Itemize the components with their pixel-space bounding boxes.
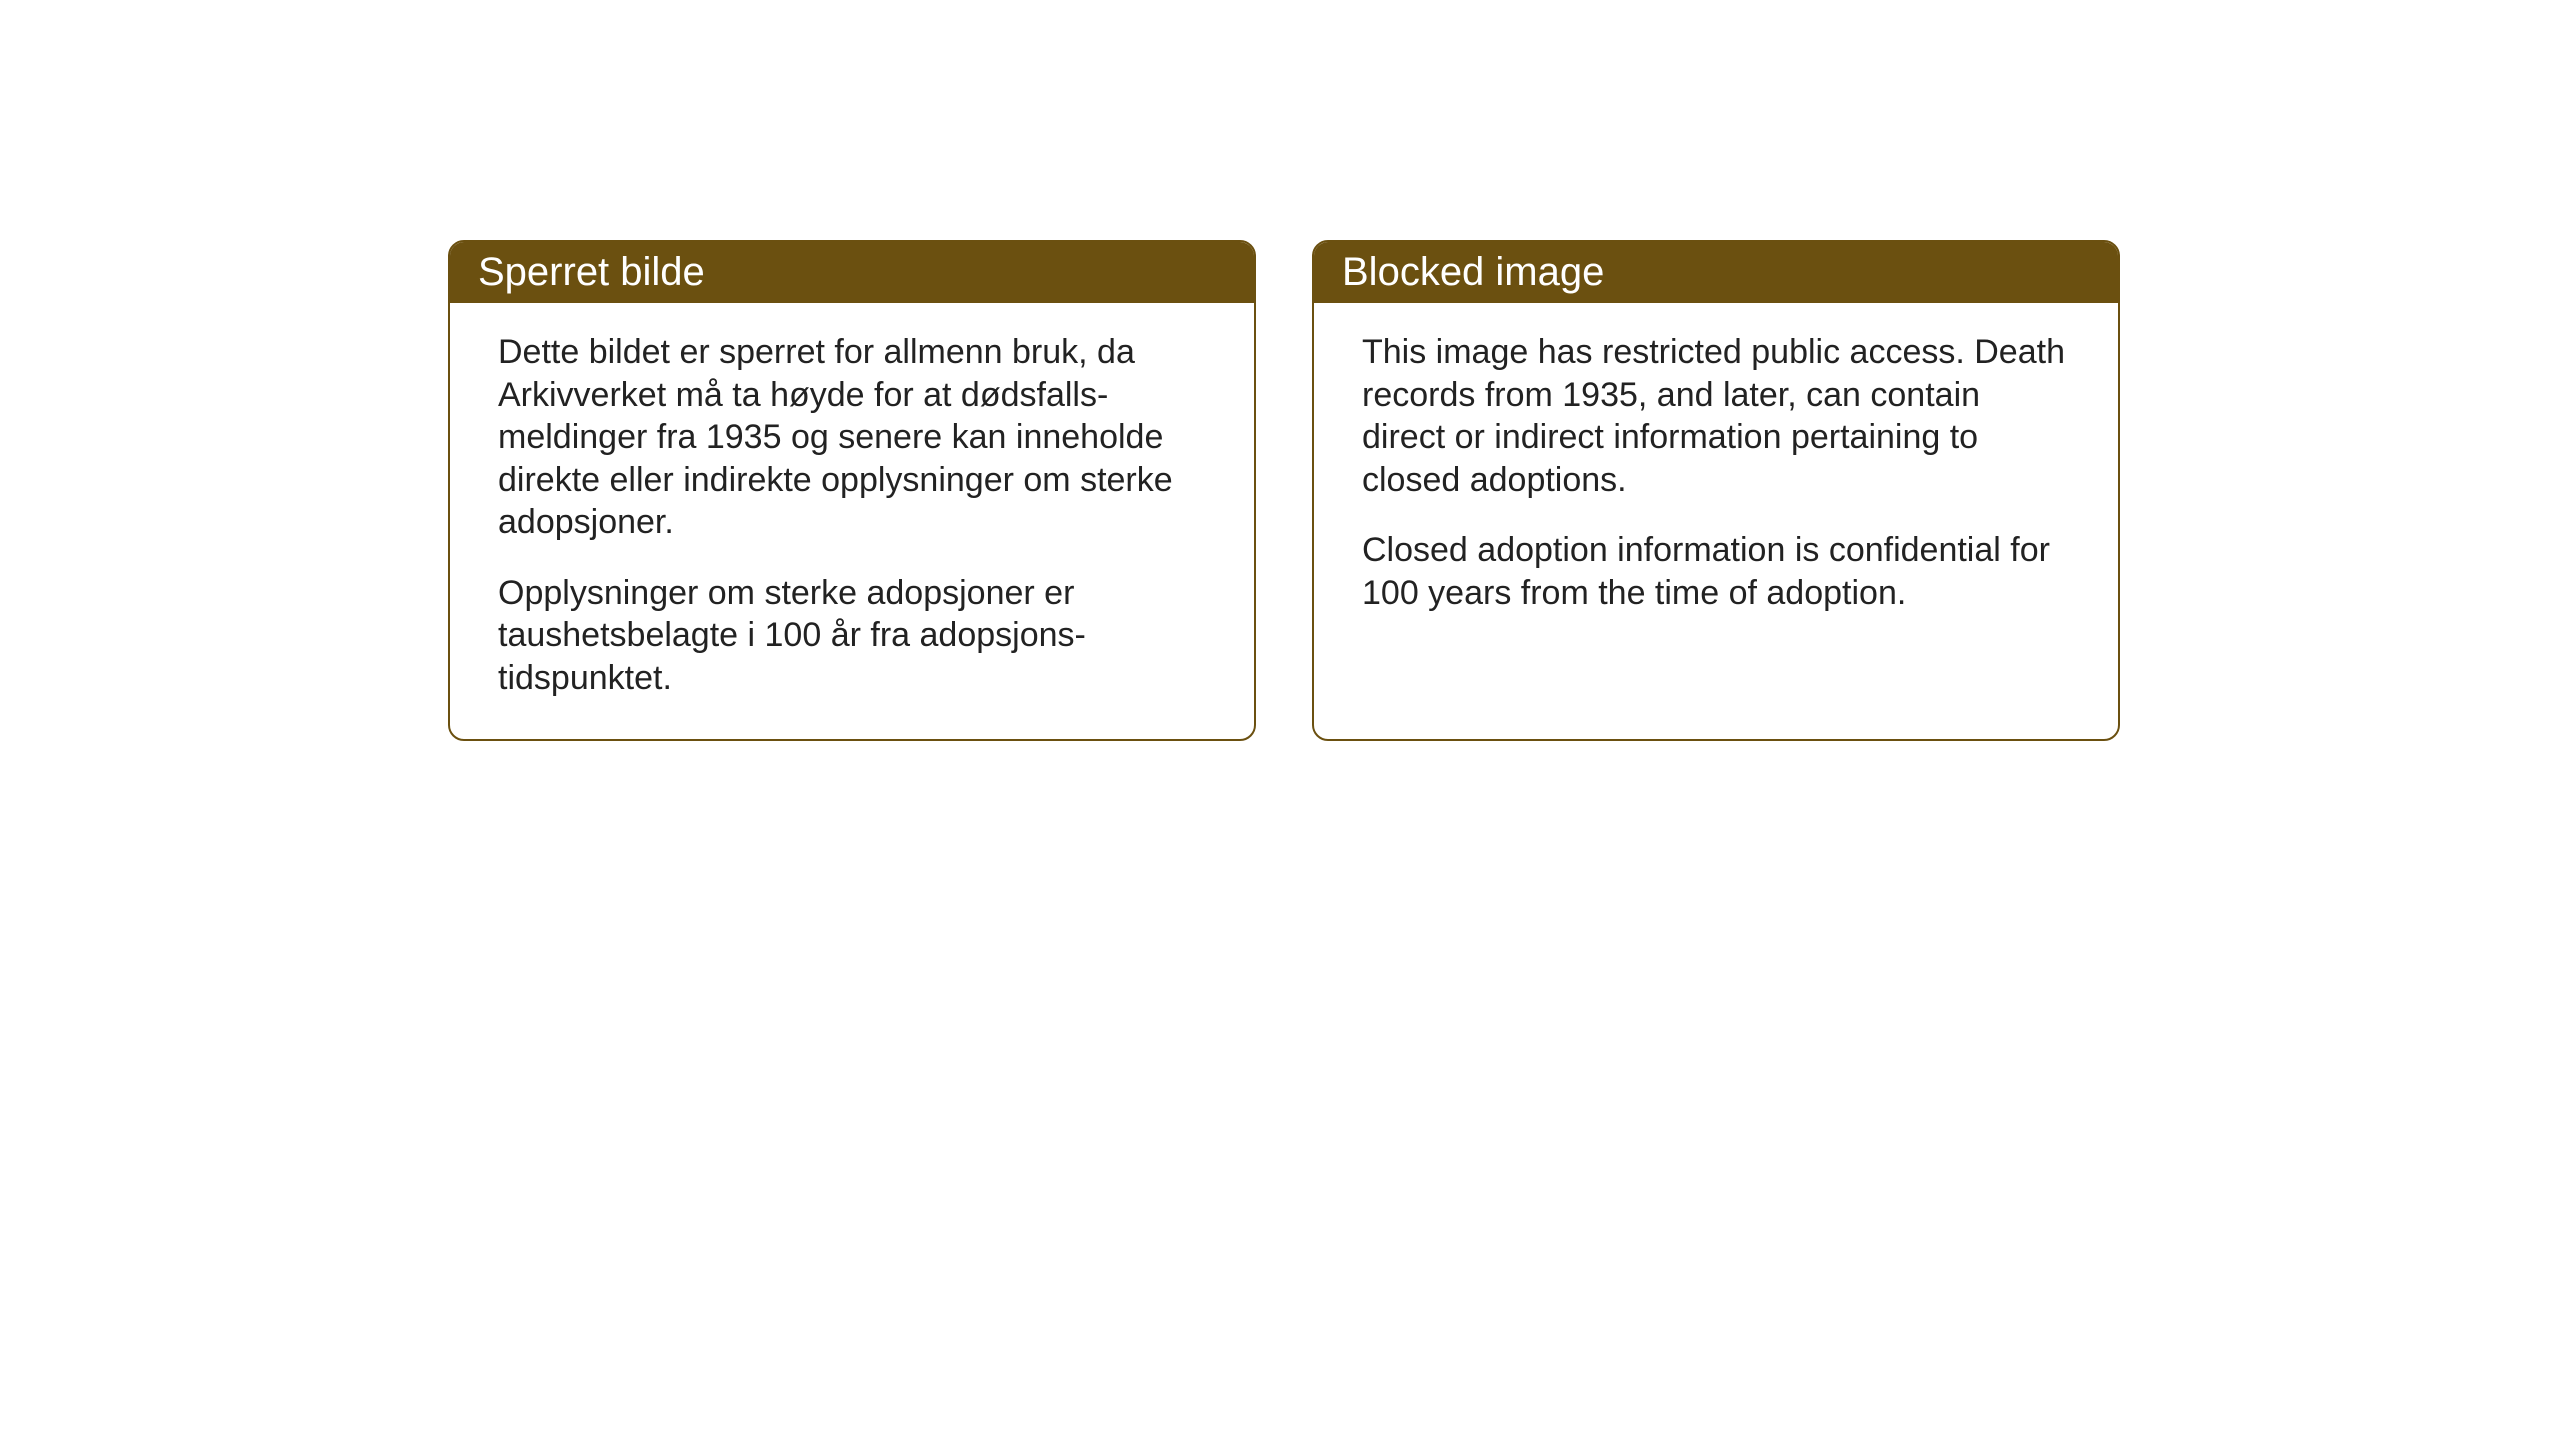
english-paragraph-1: This image has restricted public access.… <box>1362 331 2070 501</box>
norwegian-paragraph-1: Dette bildet er sperret for allmenn bruk… <box>498 331 1206 544</box>
norwegian-card: Sperret bilde Dette bildet er sperret fo… <box>448 240 1256 741</box>
norwegian-paragraph-2: Opplysninger om sterke adopsjoner er tau… <box>498 572 1206 700</box>
english-card: Blocked image This image has restricted … <box>1312 240 2120 741</box>
norwegian-card-title: Sperret bilde <box>450 242 1254 303</box>
english-card-body: This image has restricted public access.… <box>1314 303 2118 654</box>
english-card-title: Blocked image <box>1314 242 2118 303</box>
notice-container: Sperret bilde Dette bildet er sperret fo… <box>448 240 2120 741</box>
norwegian-card-body: Dette bildet er sperret for allmenn bruk… <box>450 303 1254 739</box>
english-paragraph-2: Closed adoption information is confident… <box>1362 529 2070 614</box>
